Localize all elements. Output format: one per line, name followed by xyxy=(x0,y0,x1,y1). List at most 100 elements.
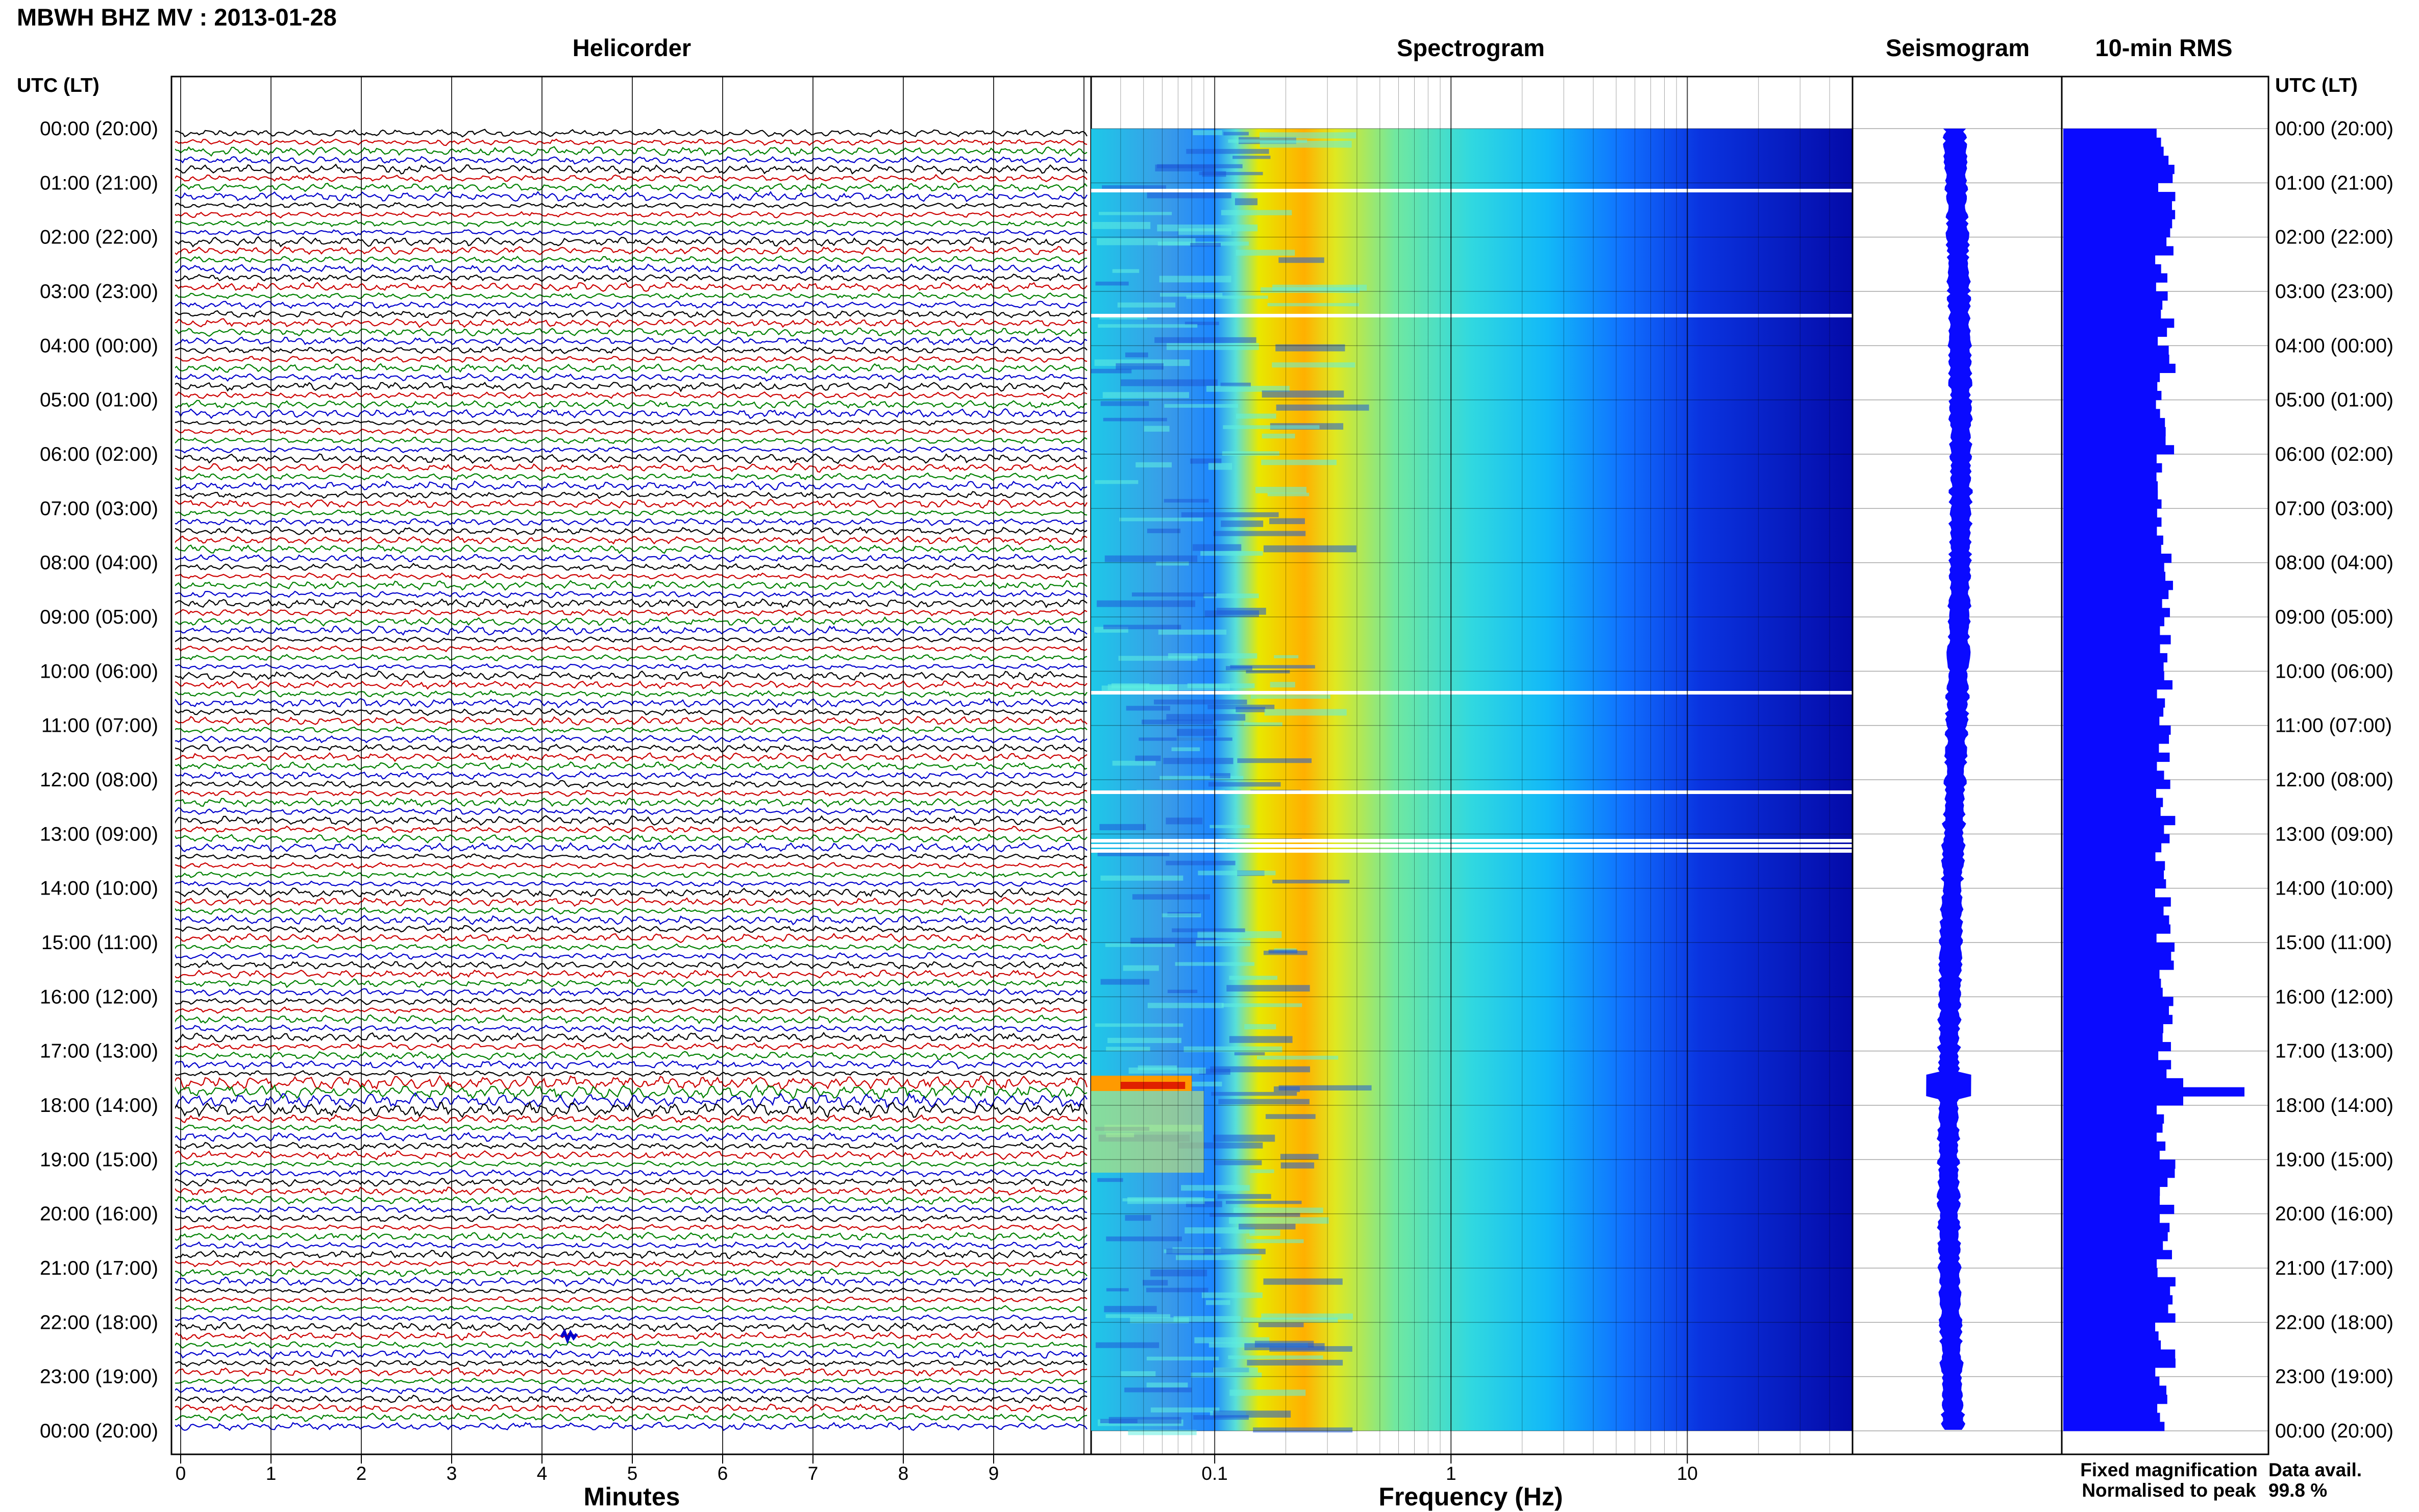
helicorder-trace xyxy=(175,608,1088,616)
rms-bar xyxy=(2063,201,2172,210)
helicorder-xlabel: Minutes xyxy=(584,1482,680,1511)
rms-bar xyxy=(2063,1078,2183,1088)
helicorder-trace xyxy=(175,436,1088,444)
spec-noise-patch xyxy=(1210,1213,1300,1217)
helicorder-trace xyxy=(175,1403,1088,1414)
spec-noise-patch xyxy=(1164,499,1209,503)
helicorder-trace xyxy=(175,472,1088,481)
rms-bar xyxy=(2063,237,2167,246)
helicorder-trace xyxy=(175,1124,1088,1132)
rms-bar xyxy=(2063,1340,2161,1350)
time-label-right: 17:00 (13:00) xyxy=(2275,1040,2393,1062)
data-avail-label: Data avail. xyxy=(2268,1459,2362,1480)
helicorder-trace xyxy=(175,1331,1088,1341)
seismogram-trace xyxy=(1926,129,1973,1430)
spec-data-gap xyxy=(1091,839,1853,842)
spec-noise-patch xyxy=(1278,1085,1372,1091)
rms-bar xyxy=(2063,164,2175,175)
helicorder-event-spike xyxy=(560,1328,578,1345)
time-label-right: 10:00 (06:00) xyxy=(2275,660,2393,682)
rms-bar xyxy=(2063,1304,2168,1314)
rms-bar xyxy=(2063,581,2173,590)
spec-noise-patch xyxy=(1196,940,1251,947)
spec-noise-patch xyxy=(1097,850,1170,856)
helicorder-trace xyxy=(175,462,1088,473)
helicorder-trace xyxy=(175,1259,1088,1268)
legend-normalised: Normalised to peak xyxy=(2082,1480,2256,1501)
spec-noise-patch xyxy=(1127,1197,1205,1204)
spec-noise-patch xyxy=(1223,132,1249,136)
helicorder-trace xyxy=(175,309,1088,319)
helicorder-trace xyxy=(175,598,1088,609)
time-label-left: 21:00 (17:00) xyxy=(40,1257,158,1279)
rms-bar xyxy=(2063,291,2168,301)
helicorder-trace xyxy=(175,1268,1088,1278)
helicorder-trace xyxy=(175,952,1088,961)
helicorder-trace xyxy=(175,263,1088,275)
helicorder-trace xyxy=(175,202,1088,209)
spec-noise-patch xyxy=(1124,1387,1192,1393)
helicorder-trace xyxy=(175,391,1088,400)
spec-noise-patch xyxy=(1154,699,1247,705)
spec-noise-patch xyxy=(1229,1036,1293,1043)
helicorder-trace xyxy=(175,670,1088,681)
heli-tick-label: 6 xyxy=(718,1463,728,1484)
rms-bar xyxy=(2063,653,2167,663)
helicorder-trace xyxy=(175,1100,1088,1119)
rms-bar xyxy=(2063,1295,2173,1305)
rms-bar xyxy=(2063,1006,2169,1015)
rms-bar xyxy=(2063,345,2169,355)
helicorder-trace xyxy=(175,1169,1088,1177)
time-label-left: 08:00 (04:00) xyxy=(40,552,158,574)
rms-bar xyxy=(2063,210,2176,219)
spec-noise-patch xyxy=(1166,343,1259,350)
helicorder-trace xyxy=(175,544,1088,554)
spec-noise-patch xyxy=(1270,682,1295,688)
helicorder-trace xyxy=(175,825,1088,834)
helicorder-trace xyxy=(175,978,1088,988)
spec-noise-patch xyxy=(1254,1341,1314,1348)
time-label-right: 00:00 (20:00) xyxy=(2275,118,2393,140)
time-label-right: 09:00 (05:00) xyxy=(2275,606,2393,628)
spec-noise-patch xyxy=(1247,1359,1343,1366)
spec-noise-patch xyxy=(1210,1066,1311,1073)
rms-bar xyxy=(2063,481,2158,491)
spec-noise-patch xyxy=(1267,303,1359,307)
spec-noise-patch xyxy=(1181,1185,1250,1191)
helicorder-trace xyxy=(175,517,1088,527)
spec-noise-patch xyxy=(1217,1194,1271,1199)
spec-noise-patch xyxy=(1201,1292,1263,1298)
spec-noise-patch xyxy=(1164,404,1239,408)
helicorder-trace xyxy=(175,807,1088,816)
time-label-right: 05:00 (01:00) xyxy=(2275,389,2393,411)
time-label-right: 08:00 (04:00) xyxy=(2275,552,2393,574)
spec-noise-patch xyxy=(1139,737,1232,741)
spec-noise-patch xyxy=(1186,1201,1222,1207)
helicorder-trace xyxy=(175,853,1088,860)
rms-bar xyxy=(2063,743,2159,753)
time-label-right: 19:00 (15:00) xyxy=(2275,1149,2393,1171)
spec-noise-patch xyxy=(1102,392,1190,399)
spec-noise-patch xyxy=(1146,1287,1208,1293)
rms-bar xyxy=(2063,228,2170,238)
rms-bar xyxy=(2063,192,2176,202)
spec-noise-patch xyxy=(1095,281,1129,286)
spec-noise-patch xyxy=(1210,825,1250,828)
rms-bar xyxy=(2063,761,2157,771)
time-label-right: 07:00 (03:00) xyxy=(2275,498,2393,519)
spec-tick-label: 10 xyxy=(1677,1463,1698,1484)
rms-bar xyxy=(2063,463,2162,473)
spec-noise-patch xyxy=(1130,1317,1189,1324)
spec-noise-patch xyxy=(1262,433,1295,439)
rms-bar xyxy=(2063,156,2169,165)
spec-noise-patch xyxy=(1213,1410,1291,1418)
rms-bar xyxy=(2063,680,2173,690)
rms-bar xyxy=(2063,544,2161,554)
time-label-left: 00:00 (20:00) xyxy=(40,118,158,140)
spec-noise-patch xyxy=(1229,1217,1329,1224)
spec-noise-patch xyxy=(1210,773,1230,779)
rms-bar xyxy=(2063,788,2157,798)
helicorder-trace xyxy=(175,163,1088,175)
time-label-right: 03:00 (23:00) xyxy=(2275,281,2393,303)
helicorder-trace xyxy=(175,553,1088,563)
